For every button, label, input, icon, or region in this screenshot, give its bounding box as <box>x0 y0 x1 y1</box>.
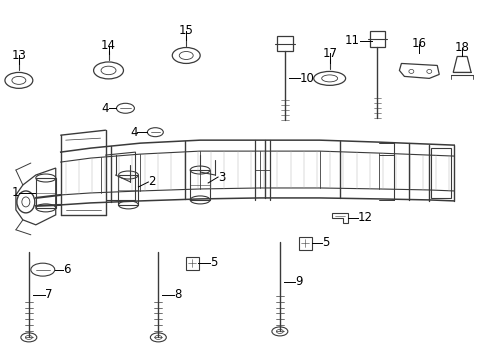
Text: 14: 14 <box>101 39 116 52</box>
Bar <box>369 31 386 46</box>
Text: 3: 3 <box>218 171 225 184</box>
Bar <box>186 257 199 270</box>
Text: 4: 4 <box>130 126 137 139</box>
Bar <box>277 36 293 51</box>
Bar <box>190 170 210 200</box>
Bar <box>36 178 56 208</box>
Text: 5: 5 <box>322 236 329 249</box>
Text: 6: 6 <box>63 263 70 276</box>
Text: 12: 12 <box>358 211 372 224</box>
Text: 1: 1 <box>11 186 19 199</box>
Text: 18: 18 <box>455 41 469 54</box>
Text: 7: 7 <box>45 288 52 301</box>
Text: 10: 10 <box>300 72 315 85</box>
Text: 4: 4 <box>101 102 108 115</box>
Text: 8: 8 <box>174 288 182 301</box>
Text: 9: 9 <box>295 275 302 288</box>
Bar <box>119 175 138 205</box>
Text: 15: 15 <box>179 24 194 37</box>
Text: 5: 5 <box>210 256 218 269</box>
Text: 17: 17 <box>322 47 337 60</box>
Text: 13: 13 <box>11 49 26 62</box>
Text: 16: 16 <box>412 37 427 50</box>
Text: 2: 2 <box>148 175 156 189</box>
Text: 11: 11 <box>344 34 360 47</box>
Bar <box>299 237 312 250</box>
Bar <box>431 148 451 198</box>
